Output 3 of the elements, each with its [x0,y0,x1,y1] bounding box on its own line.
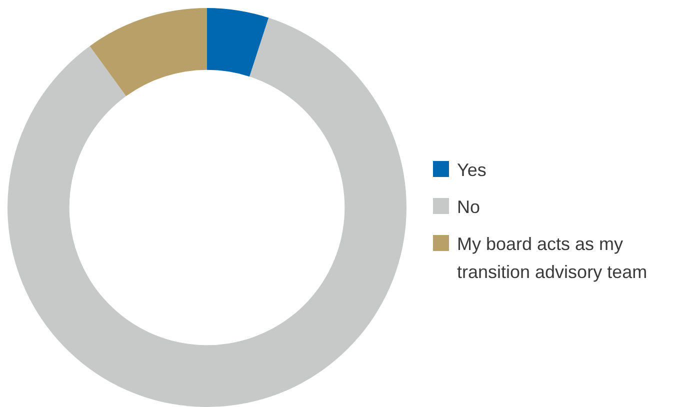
legend-label: No [457,196,480,219]
legend-label: Yes [457,159,486,182]
legend-label: My board acts as my transition advisory team [457,233,648,284]
